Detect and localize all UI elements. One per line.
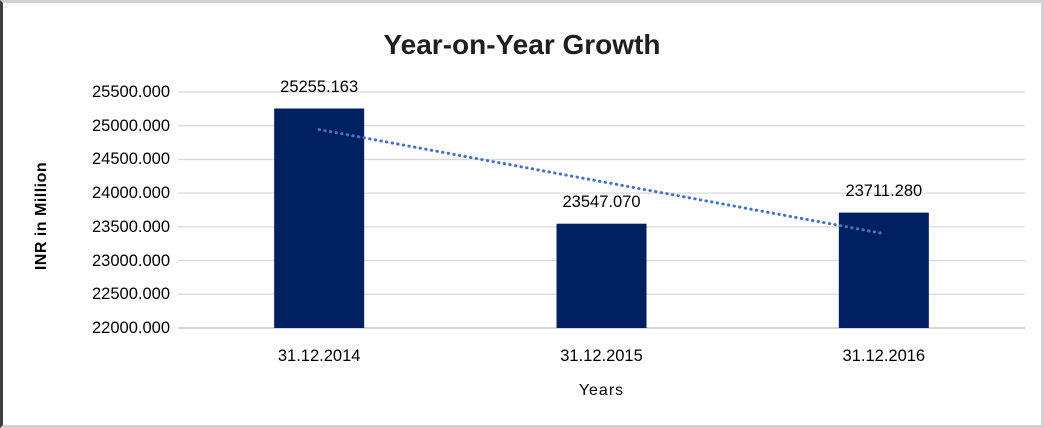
bar-31.12.2016 — [838, 212, 929, 328]
trendline — [317, 128, 886, 236]
bar-31.12.2015 — [556, 223, 647, 328]
bar-31.12.2014 — [274, 108, 365, 329]
plot-area — [178, 91, 1025, 329]
x-axis-title: Years — [578, 382, 625, 399]
chart-title: Year-on-Year Growth — [383, 29, 661, 60]
